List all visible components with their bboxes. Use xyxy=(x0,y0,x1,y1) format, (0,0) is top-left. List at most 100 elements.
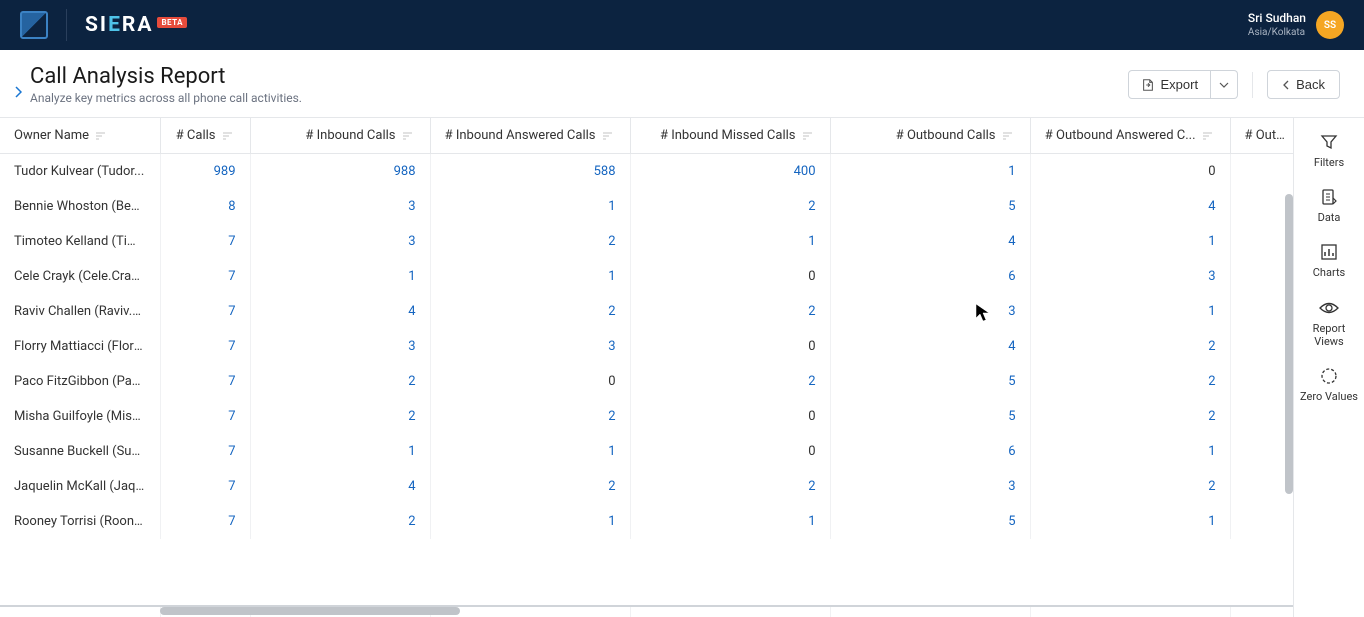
table-cell[interactable]: 2 xyxy=(430,469,630,504)
table-row[interactable]: Florry Mattiacci (Florry...733042 xyxy=(0,329,1293,364)
table-cell[interactable]: 1 xyxy=(430,189,630,224)
table-cell[interactable]: 1 xyxy=(1030,294,1230,329)
table-cell[interactable]: 1 xyxy=(250,434,430,469)
table-cell[interactable]: 400 xyxy=(630,154,830,189)
report-views-tool[interactable]: Report Views xyxy=(1313,298,1346,348)
table-row[interactable]: Rooney Torrisi (Roone...721151 xyxy=(0,504,1293,539)
table-cell[interactable]: 7 xyxy=(160,504,250,539)
zero-values-tool[interactable]: Zero Values xyxy=(1300,366,1358,403)
export-button[interactable]: Export xyxy=(1128,70,1212,99)
table-cell[interactable]: 2 xyxy=(1030,364,1230,399)
table-cell[interactable]: 1 xyxy=(430,504,630,539)
table-cell[interactable]: 2 xyxy=(630,364,830,399)
vertical-scrollbar[interactable] xyxy=(1285,194,1293,494)
table-cell[interactable]: 3 xyxy=(830,294,1030,329)
column-header[interactable]: # Calls xyxy=(160,118,250,154)
column-header[interactable]: # Outbou xyxy=(1230,118,1294,154)
charts-icon xyxy=(1319,242,1339,262)
table-cell[interactable]: 7 xyxy=(160,224,250,259)
charts-tool[interactable]: Charts xyxy=(1313,242,1345,279)
table-cell[interactable]: 7 xyxy=(160,259,250,294)
column-header[interactable]: # Inbound Answered Calls xyxy=(430,118,630,154)
table-cell[interactable]: 8 xyxy=(160,189,250,224)
table-cell[interactable]: 5 xyxy=(830,399,1030,434)
table-row[interactable]: Tudor Kulvear (Tudor...98998858840010 xyxy=(0,154,1293,189)
table-cell[interactable]: 2 xyxy=(1030,399,1230,434)
table-cell[interactable]: 5 xyxy=(830,504,1030,539)
table-cell[interactable]: 2 xyxy=(430,224,630,259)
filters-tool[interactable]: Filters xyxy=(1314,132,1344,169)
column-header[interactable]: # Outbound Answered C... xyxy=(1030,118,1230,154)
table-cell[interactable]: 2 xyxy=(250,399,430,434)
table-cell[interactable]: 7 xyxy=(160,364,250,399)
table-cell[interactable]: 1 xyxy=(250,259,430,294)
table-cell[interactable]: 2 xyxy=(630,469,830,504)
table-cell[interactable]: 588 xyxy=(430,154,630,189)
table-cell[interactable]: 7 xyxy=(160,294,250,329)
table-row[interactable]: Cele Crayk (Cele.Crayk...711063 xyxy=(0,259,1293,294)
table-cell[interactable]: 7 xyxy=(160,399,250,434)
header-actions: Export Back xyxy=(1128,70,1340,99)
table-cell[interactable]: 1 xyxy=(1030,504,1230,539)
table-cell[interactable]: 5 xyxy=(830,189,1030,224)
table-cell[interactable]: 4 xyxy=(830,329,1030,364)
table-row[interactable]: Raviv Challen (Raviv.C...742231 xyxy=(0,294,1293,329)
user-block[interactable]: Sri Sudhan Asia/Kolkata xyxy=(1248,11,1306,40)
table-cell[interactable]: 1 xyxy=(430,259,630,294)
table-cell[interactable]: 2 xyxy=(630,189,830,224)
table-cell[interactable]: 2 xyxy=(250,504,430,539)
table-row[interactable]: Misha Guilfoyle (Mish...722052 xyxy=(0,399,1293,434)
table-row[interactable]: Bennie Whoston (Ben...831254 xyxy=(0,189,1293,224)
table-cell[interactable]: 3 xyxy=(430,329,630,364)
horizontal-scrollbar[interactable] xyxy=(160,607,460,615)
table-cell: Jaquelin McKall (Jaqu... xyxy=(0,469,160,504)
table-cell[interactable]: 3 xyxy=(830,469,1030,504)
table-cell[interactable]: 3 xyxy=(250,189,430,224)
table-cell[interactable]: 3 xyxy=(250,329,430,364)
table-cell[interactable]: 6 xyxy=(830,434,1030,469)
table-scroll[interactable]: Tudor Kulvear (Tudor...98998858840010Ben… xyxy=(0,154,1293,605)
table-cell[interactable]: 7 xyxy=(160,329,250,364)
table-cell[interactable]: 3 xyxy=(250,224,430,259)
column-header[interactable]: # Inbound Calls xyxy=(250,118,430,154)
table-cell[interactable]: 5 xyxy=(830,364,1030,399)
table-cell[interactable]: 4 xyxy=(250,469,430,504)
table-cell[interactable]: 1 xyxy=(630,224,830,259)
table-cell[interactable]: 4 xyxy=(1030,189,1230,224)
avatar[interactable]: SS xyxy=(1316,11,1344,39)
table-cell[interactable]: 1 xyxy=(630,504,830,539)
table-row[interactable]: Timoteo Kelland (Tim...732141 xyxy=(0,224,1293,259)
table-cell[interactable]: 7 xyxy=(160,469,250,504)
column-header[interactable]: # Inbound Missed Calls xyxy=(630,118,830,154)
back-button[interactable]: Back xyxy=(1267,70,1340,99)
table-cell[interactable]: 2 xyxy=(250,364,430,399)
table-cell[interactable]: 988 xyxy=(250,154,430,189)
filters-label: Filters xyxy=(1314,156,1344,169)
table-cell[interactable]: 989 xyxy=(160,154,250,189)
data-tool[interactable]: Data xyxy=(1318,187,1341,224)
table-cell[interactable]: 1 xyxy=(430,434,630,469)
table-cell[interactable]: 7 xyxy=(160,434,250,469)
table-cell[interactable]: 3 xyxy=(1030,259,1230,294)
table-row[interactable]: Jaquelin McKall (Jaqu...742232 xyxy=(0,469,1293,504)
table-cell[interactable]: 1 xyxy=(830,154,1030,189)
table-cell[interactable]: 6 xyxy=(830,259,1030,294)
table-cell[interactable]: 1 xyxy=(1030,224,1230,259)
table-cell[interactable]: 2 xyxy=(430,294,630,329)
brand-logo[interactable]: SIERA BETA xyxy=(85,13,187,37)
column-header[interactable]: # Outbound Calls xyxy=(830,118,1030,154)
back-label: Back xyxy=(1296,77,1325,92)
table-row[interactable]: Susanne Buckell (Susa...711061 xyxy=(0,434,1293,469)
column-header[interactable]: Owner Name xyxy=(0,118,160,154)
table-cell[interactable]: 4 xyxy=(830,224,1030,259)
table-cell[interactable]: 2 xyxy=(1030,329,1230,364)
table-row[interactable]: Paco FitzGibbon (Paco...720252 xyxy=(0,364,1293,399)
export-dropdown-button[interactable] xyxy=(1211,70,1238,99)
app-logo-icon[interactable] xyxy=(20,11,48,39)
sidebar-toggle-icon[interactable] xyxy=(14,86,22,102)
table-cell[interactable]: 4 xyxy=(250,294,430,329)
table-cell[interactable]: 2 xyxy=(630,294,830,329)
table-cell[interactable]: 2 xyxy=(430,399,630,434)
table-cell[interactable]: 1 xyxy=(1030,434,1230,469)
table-cell[interactable]: 2 xyxy=(1030,469,1230,504)
